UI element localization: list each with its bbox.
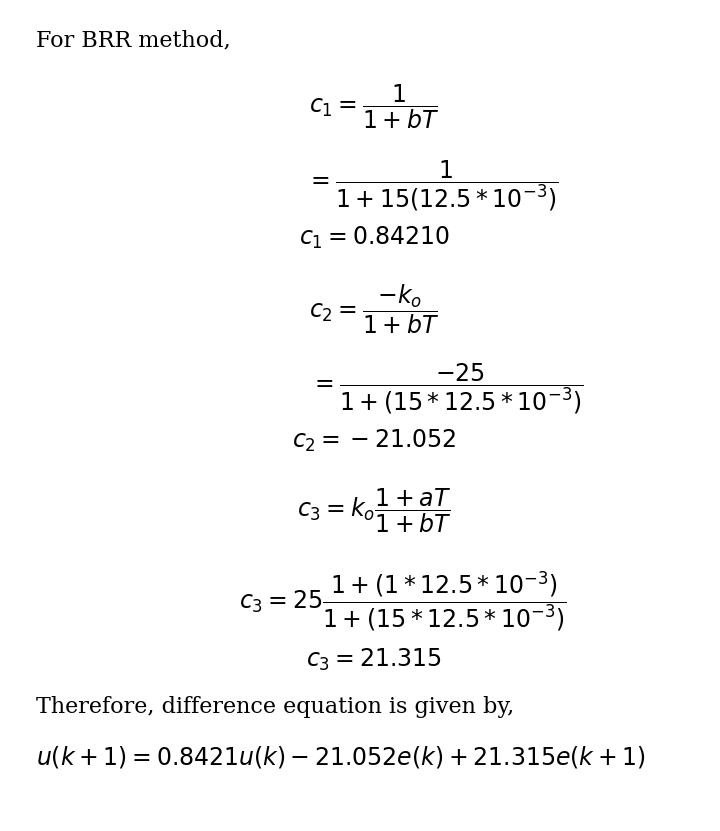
Text: $= \dfrac{-25}{1 + (15 * 12.5 * 10^{-3})}$: $= \dfrac{-25}{1 + (15 * 12.5 * 10^{-3})…: [310, 361, 583, 416]
Text: $= \dfrac{1}{1 + 15(12.5 * 10^{-3})}$: $= \dfrac{1}{1 + 15(12.5 * 10^{-3})}$: [306, 158, 558, 213]
Text: $c_2 = \dfrac{-k_o}{1 + bT}$: $c_2 = \dfrac{-k_o}{1 + bT}$: [310, 283, 439, 336]
Text: $c_1 = \dfrac{1}{1 + bT}$: $c_1 = \dfrac{1}{1 + bT}$: [310, 83, 439, 131]
Text: $c_1 = 0.84210$: $c_1 = 0.84210$: [299, 224, 450, 251]
Text: Therefore, difference equation is given by,: Therefore, difference equation is given …: [36, 696, 514, 717]
Text: $u(k+1) = 0.8421u(k) - 21.052e(k) + 21.315e(k+1)$: $u(k+1) = 0.8421u(k) - 21.052e(k) + 21.3…: [36, 744, 646, 770]
Text: For BRR method,: For BRR method,: [36, 29, 230, 51]
Text: $c_3 = k_o\dfrac{1 + aT}{1 + bT}$: $c_3 = k_o\dfrac{1 + aT}{1 + bT}$: [297, 486, 451, 534]
Text: $c_3 = 25\dfrac{1 + (1 * 12.5 * 10^{-3})}{1 + (15 * 12.5 * 10^{-3})}$: $c_3 = 25\dfrac{1 + (1 * 12.5 * 10^{-3})…: [239, 569, 567, 633]
Text: $c_3 = 21.315$: $c_3 = 21.315$: [307, 647, 442, 673]
Text: $c_2 = -21.052$: $c_2 = -21.052$: [292, 428, 456, 455]
